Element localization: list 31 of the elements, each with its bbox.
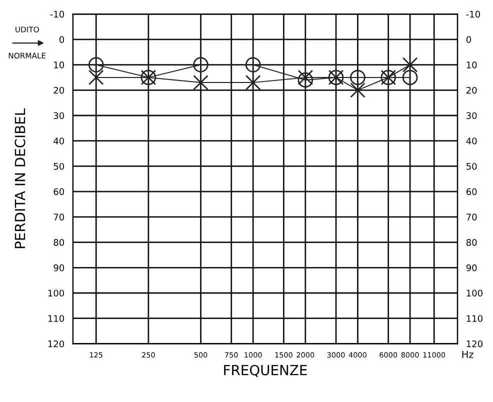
y-tick-label: 70 [54,214,64,220]
text: Hz [462,350,474,358]
y-tick-label: 0 [59,36,64,43]
y2-tick-label: 110 [466,315,482,322]
y2-tick-label: 60 [466,188,477,196]
y2-tick-label: 120 [466,340,482,348]
y2-tick-label: 20 [466,86,477,94]
y-tick-label: 10 [54,62,64,68]
y-tick-label: 120 [48,340,64,348]
y2-tick-label: 70 [466,214,477,220]
y2-tick-label: 50 [466,162,477,170]
y2-tick-label: 90 [466,264,477,272]
y-tick-label: 30 [54,112,64,120]
y2-tick-label: 10 [466,62,477,68]
y2-tick-label: 80 [466,239,477,246]
y2-tick-label: 0 [466,36,471,43]
y-tick-label: 100 [48,290,64,297]
x-axis-title: FREQUENZE [224,364,307,377]
y-tick-label: 90 [54,264,64,272]
y-axis-title: PERDITA IN DECIBEL [14,108,26,248]
y-tick-label: -10 [50,10,64,18]
y2-tick-label: 40 [466,138,477,144]
y-tick-label: 20 [54,86,64,94]
y-tick-label: 110 [48,315,64,322]
y-tick-label: 50 [54,162,64,170]
y-tick-label: 40 [54,138,64,144]
y2-tick-label: 100 [466,290,482,297]
y2-tick-label: 30 [466,112,477,120]
y-tick-label: 80 [54,239,64,246]
y-tick-label: 60 [54,188,64,196]
y2-tick-label: -10 [466,10,480,18]
